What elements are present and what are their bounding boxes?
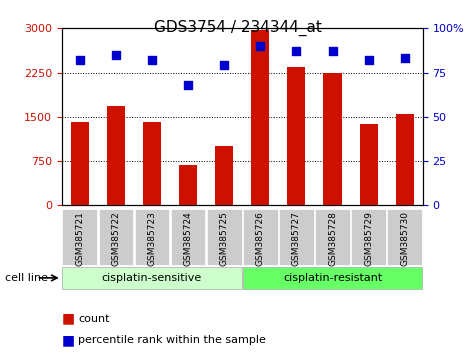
- Text: GSM385725: GSM385725: [220, 211, 228, 266]
- Bar: [179, 165, 197, 205]
- Point: [76, 57, 84, 63]
- Bar: [71, 121, 89, 205]
- FancyBboxPatch shape: [63, 267, 241, 289]
- Text: ■: ■: [62, 333, 75, 347]
- Text: cell line: cell line: [5, 273, 48, 283]
- Text: GSM385722: GSM385722: [112, 211, 120, 266]
- FancyBboxPatch shape: [63, 210, 97, 265]
- FancyBboxPatch shape: [99, 210, 133, 265]
- FancyBboxPatch shape: [352, 210, 386, 265]
- Text: GSM385723: GSM385723: [148, 211, 156, 266]
- Text: GSM385727: GSM385727: [292, 211, 301, 266]
- FancyBboxPatch shape: [243, 210, 277, 265]
- Bar: [251, 30, 269, 205]
- Point: [220, 63, 228, 68]
- FancyBboxPatch shape: [135, 210, 169, 265]
- Bar: [323, 73, 342, 205]
- Bar: [215, 146, 233, 205]
- FancyBboxPatch shape: [315, 210, 350, 265]
- Point: [184, 82, 192, 88]
- Text: GSM385730: GSM385730: [400, 211, 409, 266]
- Point: [112, 52, 120, 58]
- Text: GDS3754 / 234344_at: GDS3754 / 234344_at: [153, 19, 322, 36]
- FancyBboxPatch shape: [243, 267, 422, 289]
- Point: [148, 57, 156, 63]
- Bar: [287, 67, 305, 205]
- Point: [256, 43, 264, 49]
- Text: cisplatin-resistant: cisplatin-resistant: [283, 273, 382, 283]
- Text: GSM385729: GSM385729: [364, 211, 373, 266]
- FancyBboxPatch shape: [207, 210, 241, 265]
- Text: count: count: [78, 314, 110, 324]
- FancyBboxPatch shape: [279, 210, 314, 265]
- Bar: [107, 106, 125, 205]
- Text: GSM385724: GSM385724: [184, 211, 192, 266]
- Point: [401, 56, 408, 61]
- Text: GSM385721: GSM385721: [76, 211, 84, 266]
- FancyBboxPatch shape: [171, 210, 205, 265]
- Bar: [360, 124, 378, 205]
- Text: GSM385728: GSM385728: [328, 211, 337, 266]
- Text: ■: ■: [62, 312, 75, 326]
- Point: [293, 48, 300, 54]
- Text: cisplatin-sensitive: cisplatin-sensitive: [102, 273, 202, 283]
- Point: [329, 48, 336, 54]
- Bar: [396, 114, 414, 205]
- Point: [365, 57, 372, 63]
- Bar: [143, 121, 161, 205]
- Text: percentile rank within the sample: percentile rank within the sample: [78, 335, 266, 345]
- FancyBboxPatch shape: [388, 210, 422, 265]
- Text: GSM385726: GSM385726: [256, 211, 265, 266]
